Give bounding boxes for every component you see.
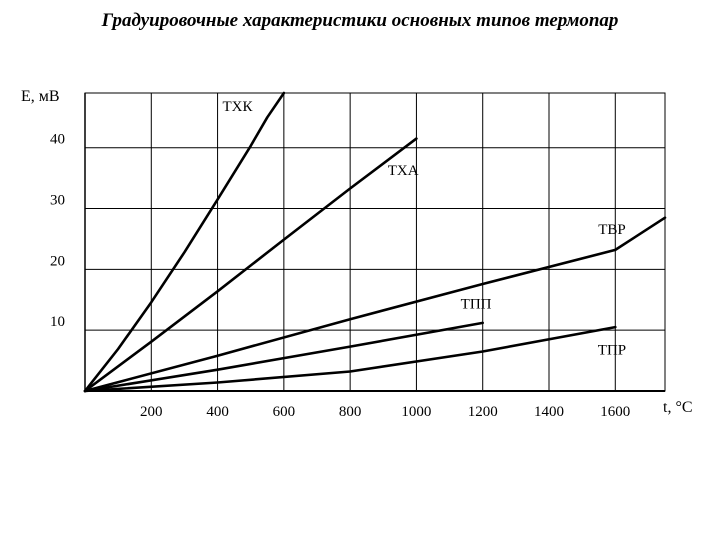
series-line [83,91,286,393]
series-line [83,216,667,393]
series-line [83,321,484,393]
y-tick-label: 20 [50,253,65,269]
y-tick-label: 10 [50,314,65,330]
y-tick-label: 40 [50,132,65,148]
y-tick-label: 30 [50,193,65,209]
series-line [83,325,617,393]
series-label: ТВР [598,222,626,238]
series-label: ТХК [222,99,253,115]
series-label: ТПП [461,296,492,312]
series-label: ТХА [388,163,419,179]
x-tick-label: 800 [339,404,362,420]
x-tick-label: 600 [273,404,296,420]
plot-frame [84,92,666,392]
x-tick-label: 1400 [534,404,564,420]
x-tick-label: 200 [140,404,163,420]
chart-title: Градуировочные характеристики основных т… [101,10,619,31]
series-line [83,137,418,393]
series-label: ТПР [598,343,626,359]
x-axis-label: t, °C [663,399,693,416]
y-axis-label: E, мВ [21,88,60,105]
x-tick-label: 1200 [468,404,498,420]
x-tick-label: 1600 [600,404,630,420]
x-tick-label: 400 [206,404,229,420]
x-tick-label: 1000 [401,404,431,420]
